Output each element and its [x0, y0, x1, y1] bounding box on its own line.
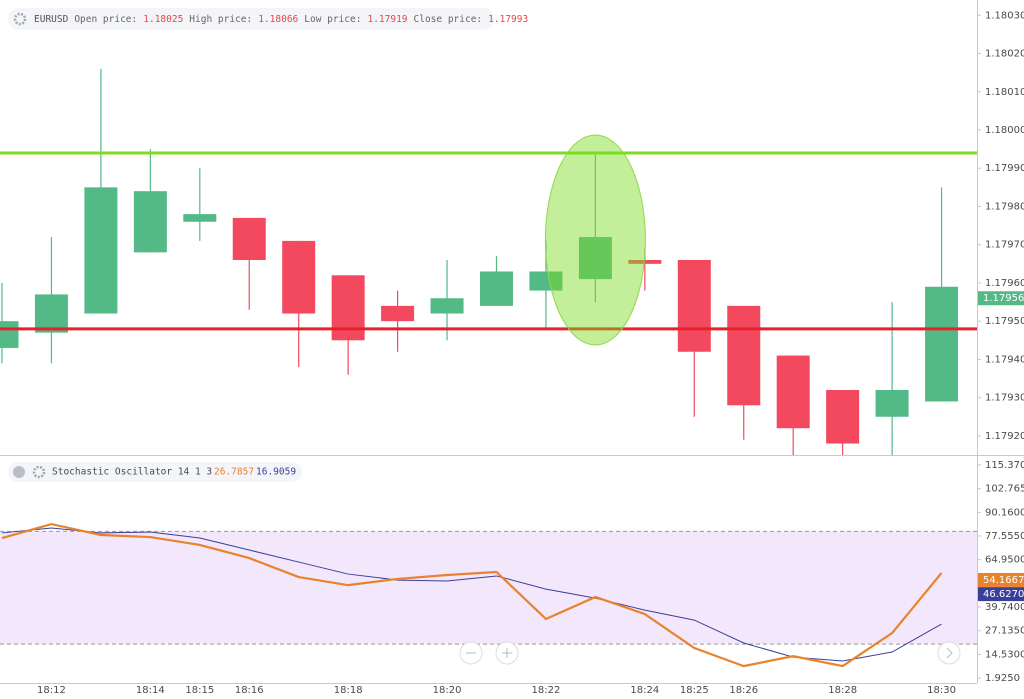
y-tick-label: 1.17940 [985, 354, 1024, 365]
y-tick-label: 64.9500 [985, 555, 1024, 566]
x-tick-label: 18:15 [185, 685, 214, 696]
legend-text: 1.17993 [488, 14, 528, 25]
legend-text: Open price: [74, 14, 137, 25]
settings-icon[interactable] [13, 12, 27, 26]
candle-body [381, 305, 415, 322]
candle-body [0, 321, 19, 348]
x-tick-label: 18:24 [630, 685, 659, 696]
y-tick-label: 39.7400 [985, 602, 1024, 613]
indicator-legend-bg [8, 462, 302, 482]
y-tick-label: 77.5550 [985, 531, 1024, 542]
y-tick-label: 102.7650 [985, 484, 1024, 495]
candle-body [776, 355, 810, 429]
candle-body [677, 260, 711, 352]
y-tick-label: 1.17920 [985, 431, 1024, 442]
indicator-value: 16.9059 [256, 467, 296, 478]
y-tick-label: 115.3700 [985, 460, 1024, 471]
last-price-label: 1.17956 [983, 293, 1024, 304]
candle-body [133, 191, 167, 253]
arrow-icon [946, 647, 953, 659]
candle-body [529, 271, 563, 291]
legend-text: EURUSD [34, 14, 69, 25]
candle-body [578, 237, 612, 280]
symbol-legend: EURUSD Open price: 1.18025 High price: 1.180… [34, 14, 528, 25]
legend-text: 1.18066 [258, 14, 298, 25]
legend-text: Close price: [414, 14, 483, 25]
indicator-value: 26.7857 [214, 467, 254, 478]
legend-text: High price: [189, 14, 252, 25]
candle-body [282, 240, 316, 314]
indicator-line [1, 522, 943, 668]
y-tick-label: 14.5300 [985, 649, 1024, 660]
candle-body [875, 390, 909, 417]
candle-body [84, 187, 118, 314]
y-tick-label: 1.17990 [985, 163, 1024, 174]
y-tick-label: 1.18010 [985, 87, 1024, 98]
y-tick-label: 1.17970 [985, 240, 1024, 251]
indicator-line [1, 527, 942, 662]
x-tick-label: 18:26 [729, 685, 758, 696]
x-tick-label: 18:12 [37, 685, 66, 696]
x-tick-label: 18:20 [433, 685, 462, 696]
y-tick-label: 1.9250 [985, 673, 1020, 684]
indicator-title: Stochastic Oscillator 14 1 3 [52, 467, 212, 478]
x-tick-label: 18:22 [532, 685, 561, 696]
remove-icon[interactable] [13, 466, 25, 478]
y-tick-label: 1.18020 [985, 49, 1024, 60]
candle-body [430, 298, 464, 314]
highlight-ellipse [544, 134, 646, 346]
band [0, 531, 977, 645]
y-tick-label: 27.1350 [985, 626, 1024, 637]
last-value-label: 46.6270 [983, 589, 1024, 600]
y-tick-label: 1.18030 [985, 10, 1024, 21]
candle-body [34, 294, 68, 333]
y-tick-label: 1.18000 [985, 125, 1024, 136]
x-tick-label: 18:25 [680, 685, 709, 696]
legend-text: Low price: [304, 14, 361, 25]
x-tick-label: 18:30 [927, 685, 956, 696]
candle-body [183, 214, 217, 222]
candle-body [331, 275, 365, 341]
plot-layer [0, 68, 977, 668]
legend-text: 1.18025 [143, 14, 183, 25]
y-tick-label: 1.17960 [985, 278, 1024, 289]
last-value-box [978, 572, 1024, 587]
last-value-label: 54.1667 [983, 575, 1024, 586]
legend-text: 1.17919 [367, 14, 407, 25]
candle-body [727, 305, 761, 406]
scroll-right-button[interactable] [937, 641, 961, 665]
y-tick-label: 90.1600 [985, 507, 1024, 518]
x-tick-label: 18:14 [136, 685, 165, 696]
candle-body [925, 286, 959, 402]
last-value-box [978, 587, 1024, 602]
x-tick-label: 18:28 [828, 685, 857, 696]
y-tick-label: 1.17930 [985, 393, 1024, 404]
y-tick-label: 1.17980 [985, 201, 1024, 212]
settings-icon[interactable] [32, 465, 46, 479]
y-tick-label: 1.17950 [985, 316, 1024, 327]
symbol-legend-bg [8, 8, 494, 30]
candle-body [826, 390, 860, 444]
candle-body [480, 271, 513, 306]
zoom-controls [459, 641, 961, 665]
x-tick-label: 18:16 [235, 685, 264, 696]
candle-body [232, 217, 266, 260]
x-tick-label: 18:18 [334, 685, 363, 696]
last-price-box [978, 291, 1024, 306]
